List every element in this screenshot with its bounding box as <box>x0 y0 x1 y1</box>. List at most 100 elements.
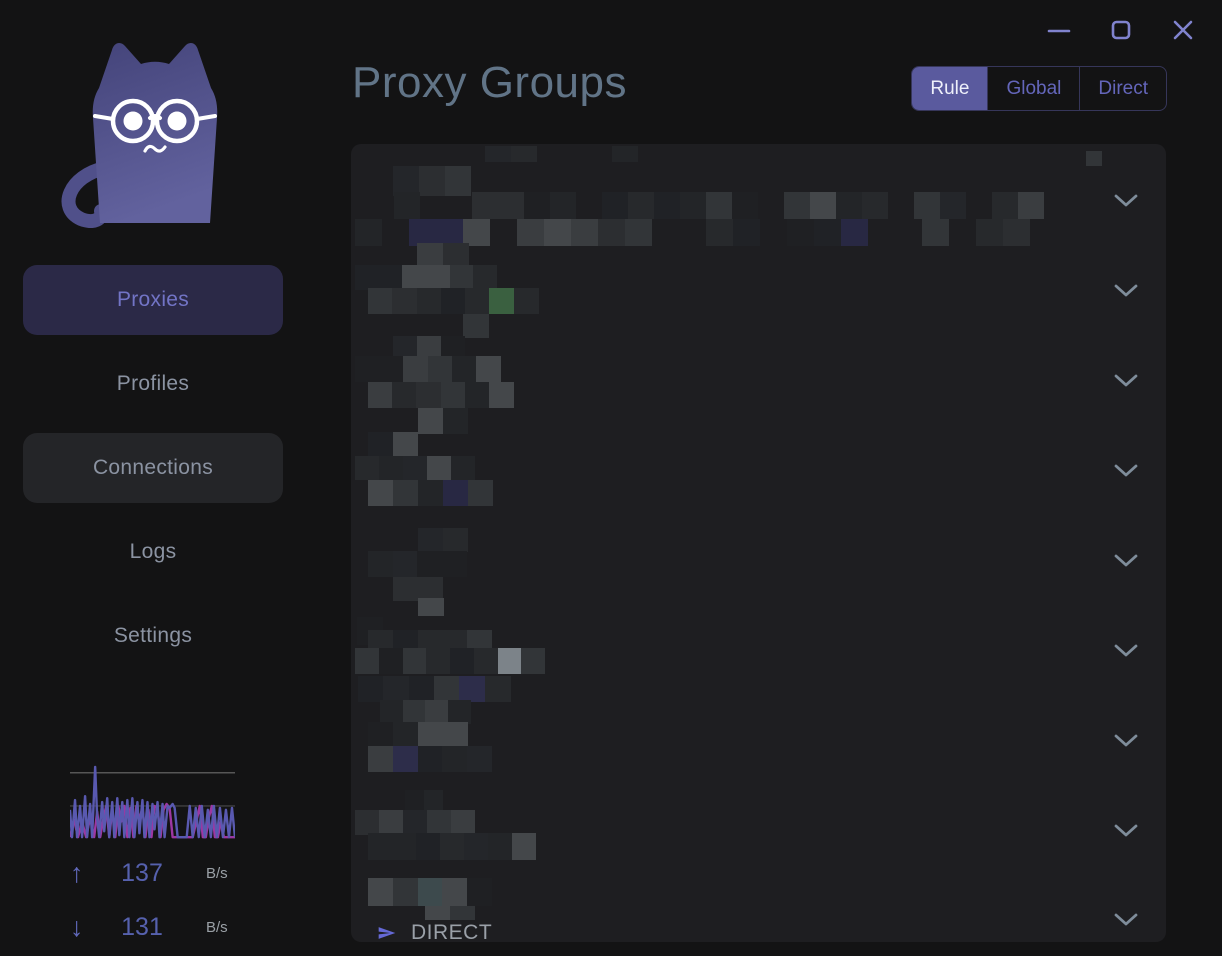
redacted-block <box>445 166 471 196</box>
redacted-block <box>427 456 451 480</box>
redacted-block <box>464 382 490 408</box>
proxy-mode-switch: Rule Global Direct <box>911 66 1167 111</box>
redacted-block <box>449 265 474 290</box>
upload-speed-value: 137 <box>121 858 163 887</box>
redacted-block <box>485 146 511 162</box>
redacted-block <box>368 480 393 506</box>
group-6-expand-chevron[interactable] <box>1111 641 1141 663</box>
window-controls <box>1042 14 1200 46</box>
redacted-block <box>625 219 652 246</box>
redacted-block <box>426 265 450 290</box>
sidebar-item-settings[interactable]: Settings <box>23 601 283 671</box>
redacted-block <box>836 192 862 219</box>
redacted-block <box>417 551 442 577</box>
redacted-block <box>440 288 466 314</box>
redacted-block <box>473 265 498 290</box>
redacted-block <box>393 432 418 458</box>
minimize-icon <box>1047 29 1071 33</box>
redacted-block <box>628 192 654 219</box>
redacted-block <box>393 577 418 601</box>
sidebar-item-logs[interactable]: Logs <box>23 517 283 587</box>
redacted-block <box>940 192 966 219</box>
redacted-block <box>355 219 382 246</box>
mode-button-global[interactable]: Global <box>987 67 1079 110</box>
traffic-sparkline-chart <box>70 765 235 839</box>
redacted-block <box>393 722 418 746</box>
chevron-down-icon <box>1114 284 1138 297</box>
clash-cat-logo-icon <box>61 42 218 228</box>
group-5-expand-chevron[interactable] <box>1111 551 1141 573</box>
redacted-block <box>418 577 443 601</box>
redacted-block <box>424 790 443 810</box>
chevron-down-icon <box>1114 824 1138 837</box>
minimize-button[interactable] <box>1042 14 1076 46</box>
redacted-block <box>484 676 511 702</box>
sidebar-item-connections[interactable]: Connections <box>23 433 283 503</box>
redacted-block <box>443 480 468 506</box>
chevron-down-icon <box>1114 374 1138 387</box>
sparkline-series-download <box>70 802 235 839</box>
redacted-block <box>517 219 544 246</box>
redacted-block <box>394 192 420 219</box>
maximize-button[interactable] <box>1104 14 1138 46</box>
chevron-down-icon <box>1114 734 1138 747</box>
redacted-block <box>544 219 571 246</box>
redacted-block <box>355 265 379 290</box>
redacted-block <box>425 906 450 920</box>
redacted-block <box>467 878 493 906</box>
redacted-block <box>392 833 416 860</box>
redacted-block <box>440 382 466 408</box>
redacted-block <box>355 456 379 480</box>
group-4-expand-chevron[interactable] <box>1111 461 1141 483</box>
redacted-block <box>427 356 453 382</box>
redacted-block <box>814 219 841 246</box>
redacted-block <box>379 456 403 480</box>
redacted-block <box>459 676 486 702</box>
redacted-block <box>355 648 379 674</box>
redacted-block <box>841 219 868 246</box>
chevron-down-icon <box>1114 194 1138 207</box>
redacted-block <box>992 192 1018 219</box>
redacted-block <box>598 219 625 246</box>
redacted-block <box>497 648 522 674</box>
sidebar-item-proxies[interactable]: Proxies <box>23 265 283 335</box>
redacted-block <box>393 336 417 358</box>
redacted-block <box>378 648 403 674</box>
redacted-block <box>402 700 426 724</box>
sidebar-item-profiles[interactable]: Profiles <box>23 349 283 419</box>
redacted-block <box>513 288 539 314</box>
mode-button-direct[interactable]: Direct <box>1079 67 1166 110</box>
redacted-block <box>425 700 448 724</box>
redacted-block <box>379 810 403 835</box>
redacted-block <box>441 551 467 577</box>
mode-button-rule[interactable]: Rule <box>912 67 988 110</box>
redacted-block <box>442 746 468 772</box>
redacted-block <box>368 382 393 408</box>
group-2-expand-chevron[interactable] <box>1111 281 1141 303</box>
redacted-block <box>512 833 536 860</box>
redacted-block <box>436 219 463 246</box>
redacted-block <box>787 219 814 246</box>
redacted-block <box>1086 151 1102 166</box>
redacted-block <box>358 676 384 702</box>
redacted-block <box>355 810 379 835</box>
redacted-block <box>393 480 418 506</box>
redacted-block <box>732 192 758 219</box>
redacted-block <box>416 382 442 408</box>
proxy-item-direct[interactable]: DIRECT <box>375 916 492 942</box>
group-1-expand-chevron[interactable] <box>1111 191 1141 213</box>
group-3-expand-chevron[interactable] <box>1111 371 1141 393</box>
proxy-item-label: DIRECT <box>411 921 493 942</box>
redacted-block <box>465 288 491 314</box>
group-7-expand-chevron[interactable] <box>1111 731 1141 753</box>
group-9-expand-chevron[interactable] <box>1111 910 1141 932</box>
redacted-block <box>417 746 443 772</box>
redacted-block <box>443 408 468 434</box>
close-button[interactable] <box>1166 14 1200 46</box>
upload-speed-row: ↑ 137 B/s <box>70 856 240 890</box>
group-8-expand-chevron[interactable] <box>1111 821 1141 843</box>
redacted-block <box>379 356 405 382</box>
redacted-block <box>392 288 418 314</box>
redacted-block <box>427 810 451 835</box>
